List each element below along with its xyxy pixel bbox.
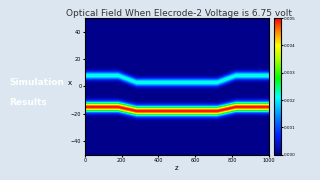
Text: Optical Field When Elecrode-2 Voltage is 6.75 volt: Optical Field When Elecrode-2 Voltage is… (66, 9, 292, 18)
Y-axis label: x: x (68, 80, 72, 86)
Text: Results: Results (9, 98, 47, 107)
Text: Simulation: Simulation (9, 78, 64, 87)
X-axis label: z: z (175, 165, 179, 171)
